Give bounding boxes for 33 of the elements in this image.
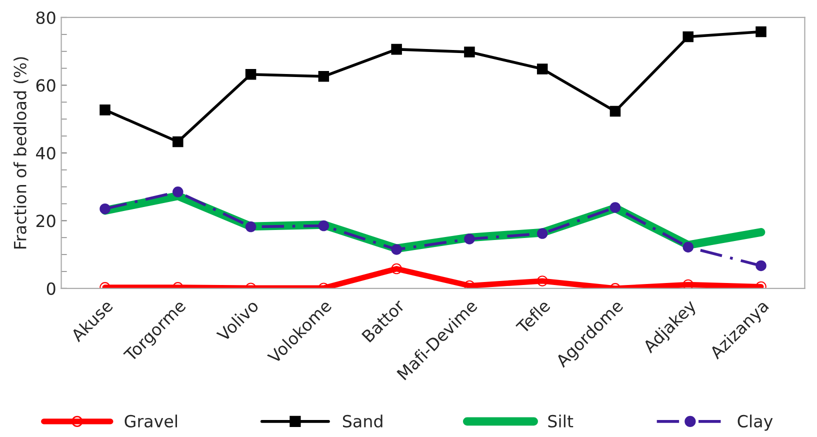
y-tick-label: 40 — [36, 146, 56, 160]
point — [536, 276, 548, 286]
point — [682, 242, 694, 252]
point — [536, 228, 548, 239]
point — [391, 263, 402, 274]
point — [318, 220, 330, 232]
point — [756, 26, 766, 38]
point — [682, 31, 694, 42]
y-tick-label: 80 — [36, 11, 56, 24]
point — [536, 64, 548, 74]
point — [756, 260, 766, 272]
point — [318, 71, 330, 82]
point — [464, 46, 475, 58]
y-tick-label: 60 — [36, 79, 56, 92]
point — [391, 44, 402, 55]
legend-label: Silt — [548, 414, 574, 428]
y-axis-title: Fraction of bedload (%) — [14, 57, 28, 248]
point — [682, 279, 694, 288]
point — [172, 136, 184, 148]
point — [464, 234, 475, 244]
point — [100, 104, 110, 116]
point — [172, 186, 184, 198]
point — [100, 203, 110, 214]
point — [391, 244, 402, 255]
point — [245, 68, 256, 80]
y-tick-label: 0 — [46, 282, 56, 295]
legend-label: Clay — [738, 414, 773, 431]
point — [610, 106, 621, 117]
point — [610, 202, 621, 213]
legend-label: Gravel — [124, 414, 177, 428]
legend-label: Sand — [342, 414, 382, 428]
point — [245, 221, 256, 232]
y-tick-label: 20 — [36, 214, 56, 228]
